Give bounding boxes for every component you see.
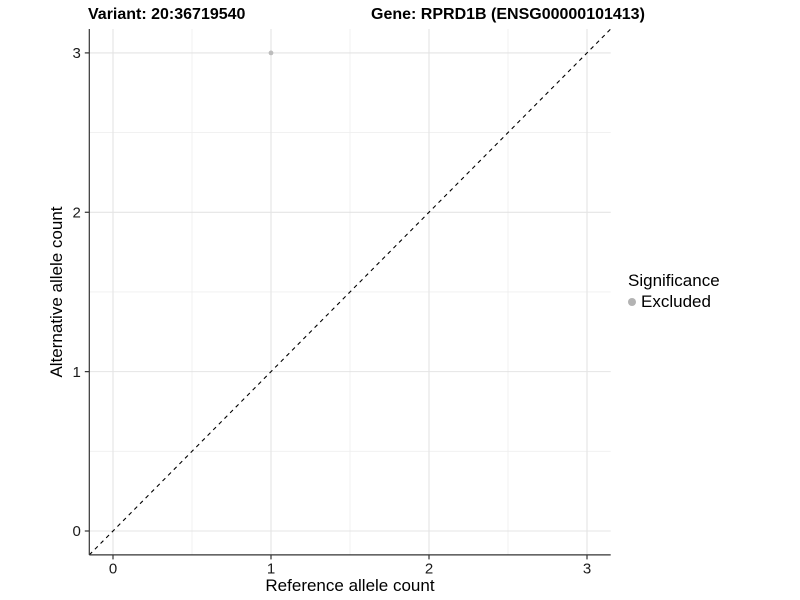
tick-marks (84, 52, 588, 560)
legend: Significance Excluded (628, 271, 720, 311)
legend-item-label: Excluded (641, 292, 711, 311)
plot-title-variant: Variant: 20:36719540 (88, 6, 246, 23)
x-tick-label: 3 (583, 560, 591, 577)
y-tick-label: 3 (72, 45, 80, 62)
legend-item: Excluded (628, 293, 720, 311)
x-tick-label: 1 (267, 560, 275, 577)
legend-marker-circle-icon (628, 298, 636, 306)
x-tick-label: 2 (425, 560, 433, 577)
x-tick-label: 0 (109, 560, 117, 577)
y-axis-title: Alternative allele count (47, 206, 66, 378)
legend-title: Significance (628, 271, 720, 290)
plot-title-gene: Gene: RPRD1B (ENSG00000101413) (371, 6, 645, 23)
y-tick-label: 2 (72, 204, 80, 221)
x-axis-title: Reference allele count (265, 576, 435, 595)
axis-lines (88, 29, 611, 556)
gridlines-major (89, 29, 611, 555)
data-point (268, 50, 274, 56)
identity-reference-line (88, 28, 612, 556)
data-points (268, 50, 274, 56)
y-tick-label: 1 (72, 364, 80, 381)
y-tick-label: 0 (72, 523, 80, 540)
x-tick-labels: 0 1 2 3 (109, 560, 591, 577)
y-tick-labels: 0 1 2 3 (72, 45, 80, 540)
